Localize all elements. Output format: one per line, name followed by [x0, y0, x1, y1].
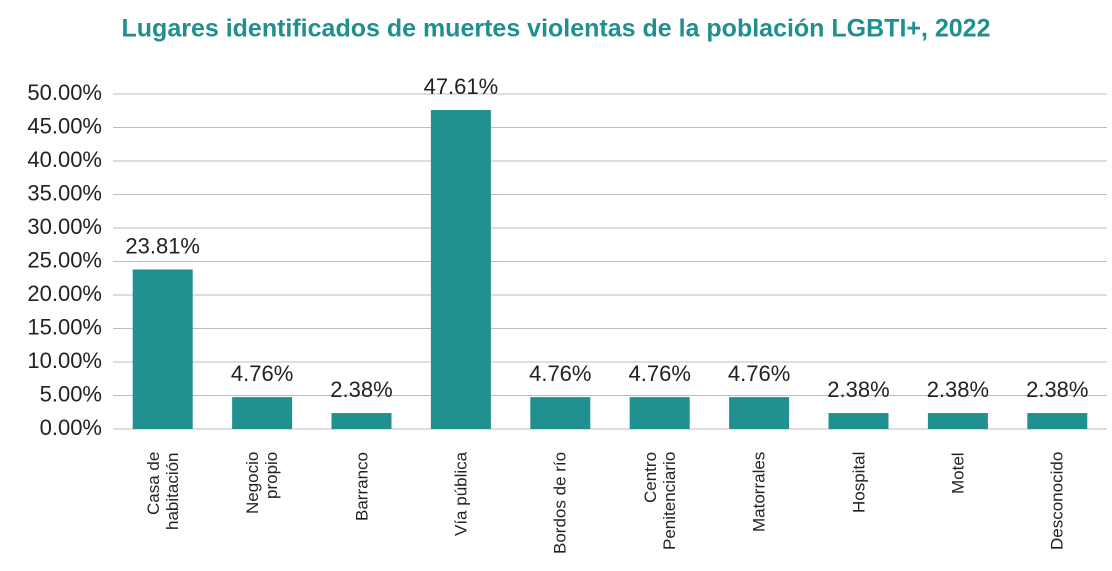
bar: [629, 397, 690, 429]
x-tick-label: Desconocido: [1047, 452, 1067, 551]
bar: [530, 397, 591, 429]
bar: [1027, 413, 1088, 429]
x-tick-label: Vía pública: [451, 452, 471, 537]
bar: [430, 110, 491, 429]
y-tick-label: 30.00%: [27, 214, 102, 239]
x-tick-label: Barranco: [352, 452, 371, 521]
bar: [927, 413, 988, 429]
x-tick-label: Bordos de río: [550, 452, 570, 555]
chart-title: Lugares identificados de muertes violent…: [122, 15, 991, 43]
x-tick-label: Negocio propio: [243, 452, 282, 515]
y-tick-label: 5.00%: [40, 381, 102, 406]
y-tick-label: 45.00%: [27, 113, 102, 138]
x-tick-label: Motel: [948, 452, 968, 494]
value-label: 2.38%: [330, 377, 392, 402]
bar: [828, 413, 889, 429]
x-tick-label: Casa de habitación: [143, 452, 182, 530]
y-tick-label: 20.00%: [27, 281, 102, 306]
y-tick-label: 35.00%: [27, 180, 102, 205]
bar: [729, 397, 790, 429]
y-tick-label: 10.00%: [27, 348, 102, 373]
x-tick-label: Hospital: [849, 452, 868, 514]
y-tick-label: 0.00%: [40, 415, 102, 440]
x-tick-label: Centro Penitenciario: [640, 452, 679, 551]
y-tick-label: 50.00%: [27, 80, 102, 105]
value-label: 47.61%: [424, 74, 499, 99]
x-tick-label: Matorrales: [749, 452, 769, 533]
y-tick-label: 25.00%: [27, 247, 102, 272]
bar: [232, 397, 293, 429]
bar: [132, 269, 193, 429]
value-label: 4.76%: [231, 361, 293, 386]
value-label: 4.76%: [629, 361, 691, 386]
value-label: 2.38%: [927, 377, 989, 402]
value-label: 2.38%: [1026, 377, 1088, 402]
bar: [331, 413, 392, 429]
y-tick-label: 15.00%: [27, 314, 102, 339]
value-label: 4.76%: [529, 361, 591, 386]
value-label: 2.38%: [827, 377, 889, 402]
y-tick-label: 40.00%: [27, 147, 102, 172]
value-label: 23.81%: [125, 233, 200, 258]
value-label: 4.76%: [728, 361, 790, 386]
